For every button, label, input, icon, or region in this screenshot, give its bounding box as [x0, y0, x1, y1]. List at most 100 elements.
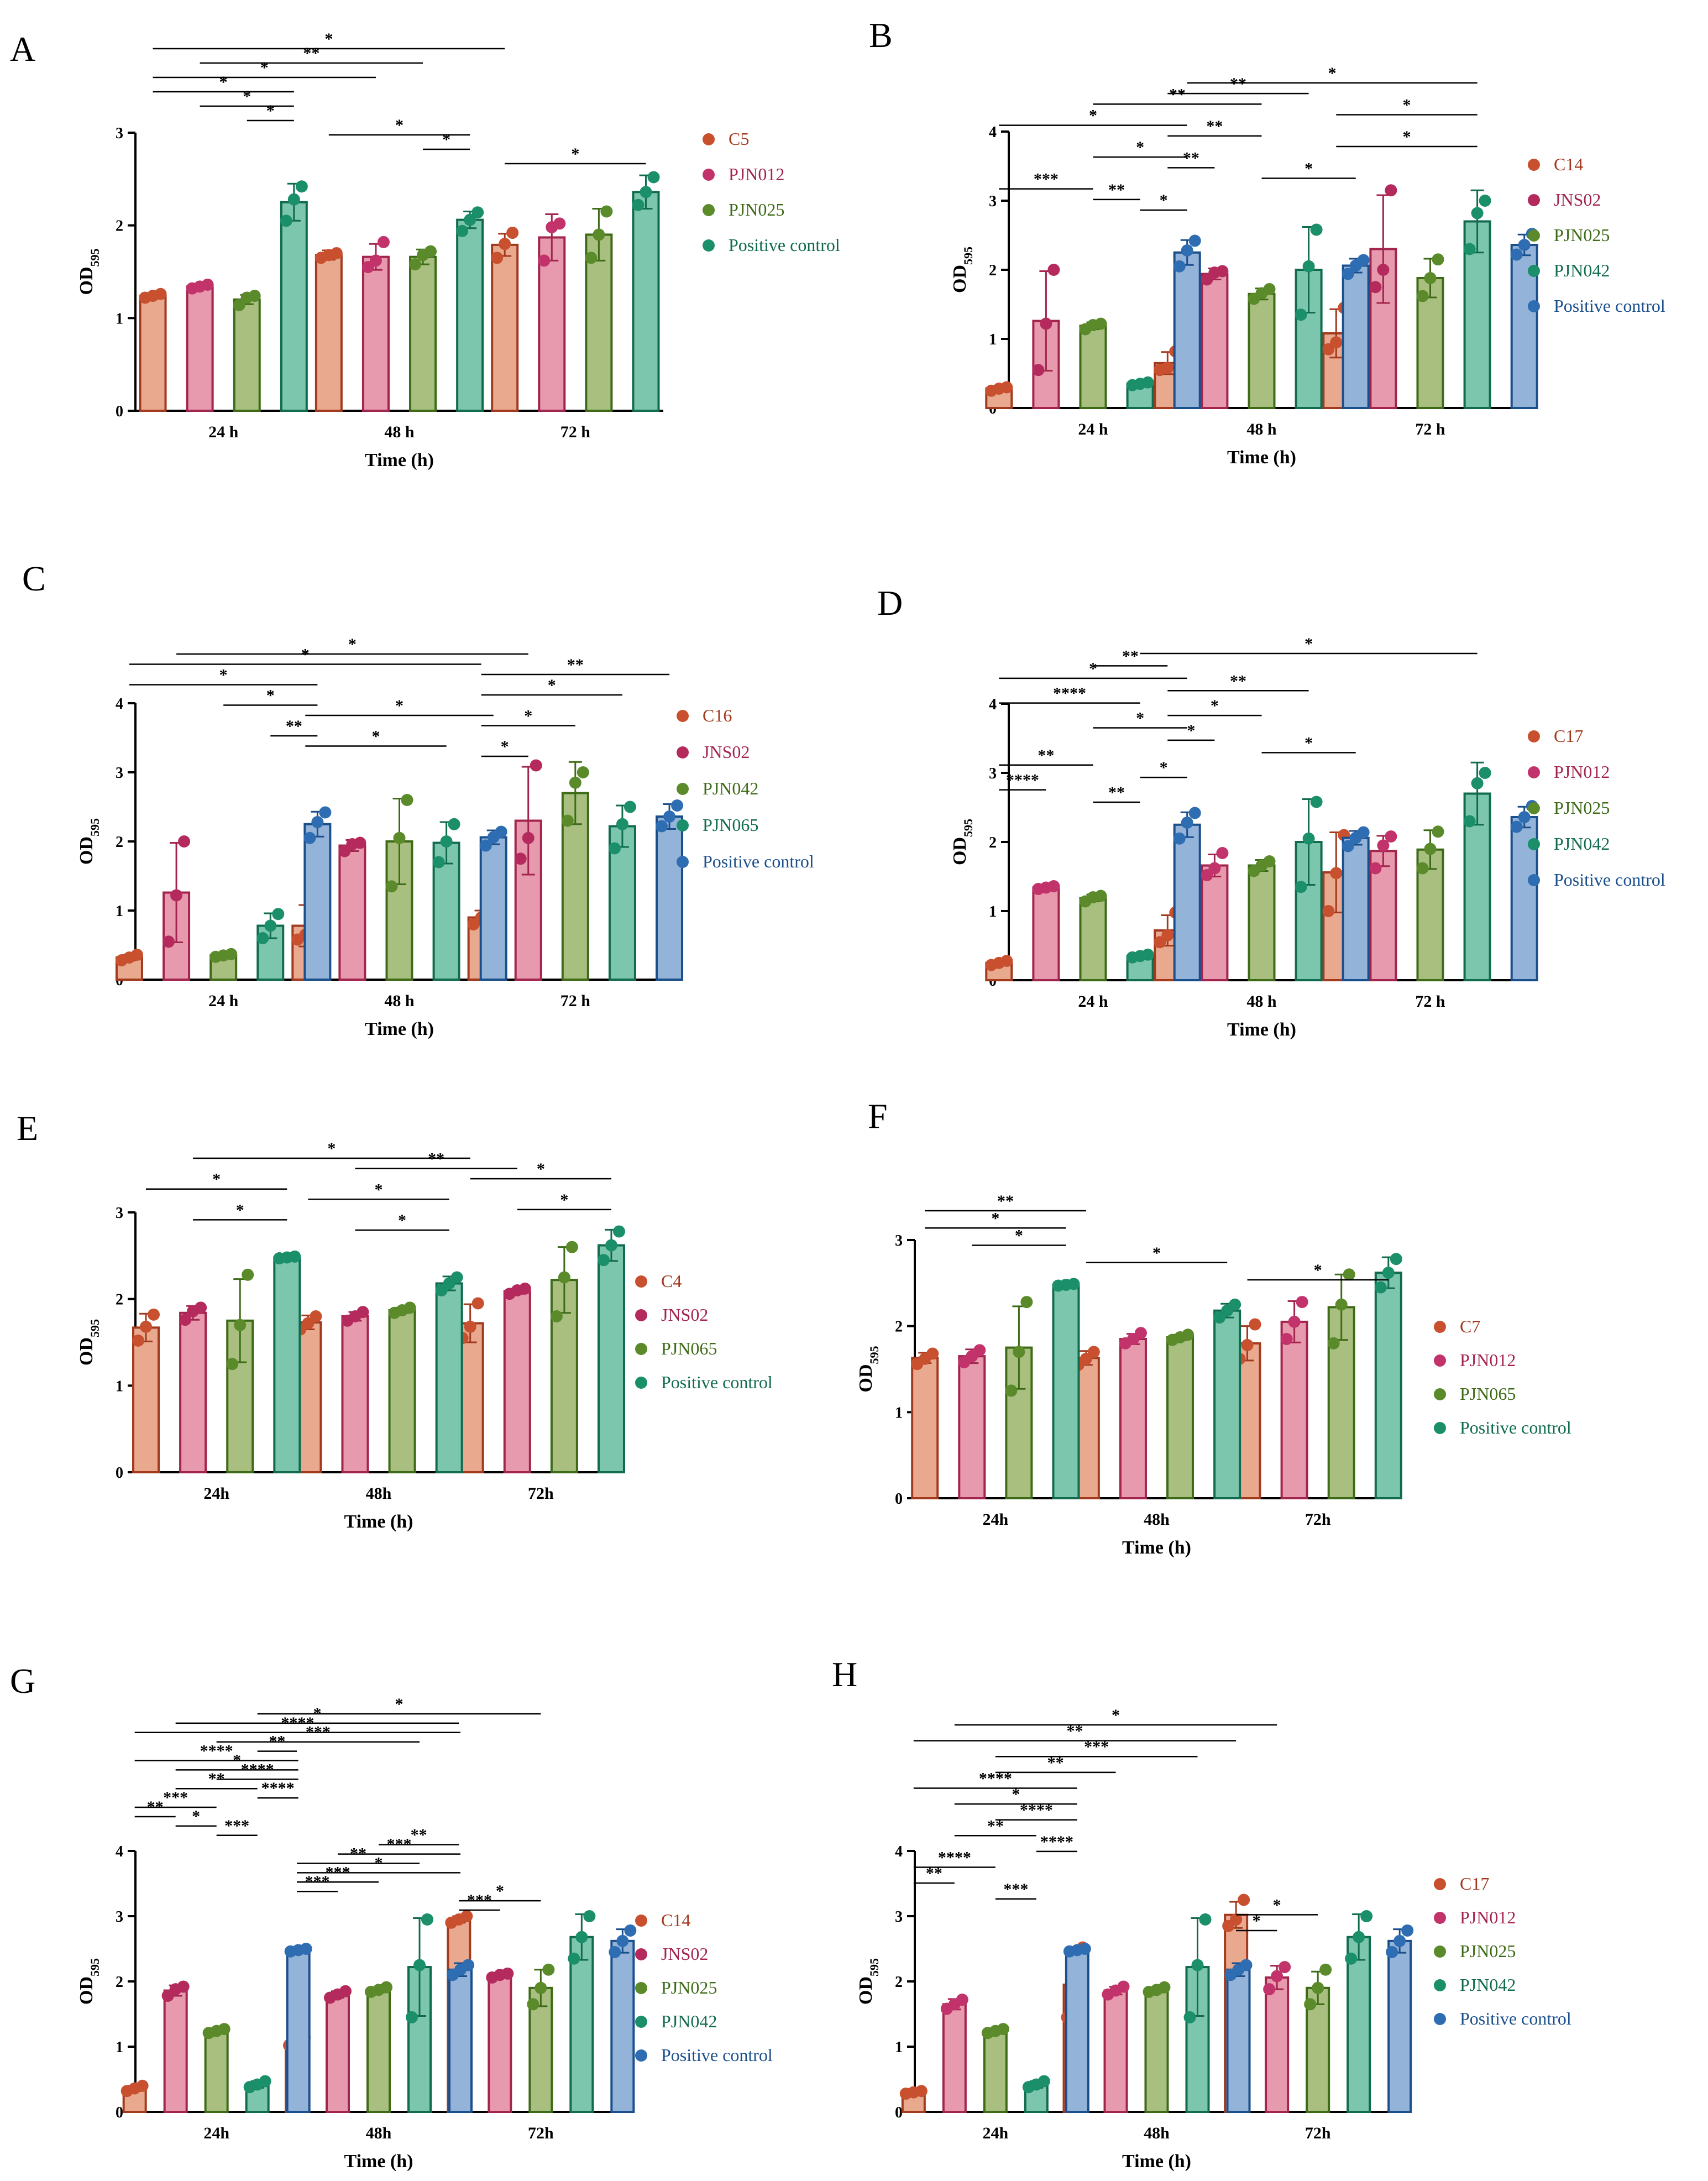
data-point: [1310, 796, 1323, 808]
data-point: [1087, 891, 1099, 903]
data-point: [1432, 825, 1444, 838]
data-point: [538, 254, 551, 267]
bar: [1103, 1989, 1128, 2114]
bar: [1342, 264, 1370, 409]
data-point: [1173, 260, 1186, 273]
data-point: [1342, 268, 1354, 280]
bar: [503, 1290, 531, 1473]
chart-panel-a: A 0 1 2 3 OD595 Time (h) 24 h 48 h 72 h C5 PJN012 PJ…: [10, 29, 840, 470]
data-point: [1295, 308, 1307, 321]
series-pjn012: [1032, 830, 1397, 981]
data-point: [1109, 1984, 1122, 1997]
y-tick-label: 1: [116, 1378, 123, 1395]
legend-label: C14: [1554, 154, 1583, 174]
data-point: [1040, 317, 1052, 330]
series-pjn012: [940, 1961, 1291, 2114]
y-axis-title-subscript: 595: [88, 818, 102, 836]
bar: [1265, 1976, 1290, 2113]
data-point: [993, 383, 1005, 395]
legend-label: PJN042: [1460, 1975, 1516, 1995]
x-tick-label: 24h: [203, 2124, 229, 2142]
data-point: [454, 1963, 467, 1976]
y-axis-title-main: OD: [856, 1976, 876, 2005]
y-tick-label: 3: [989, 193, 997, 210]
significance-label: **: [1183, 149, 1199, 167]
y-tick-label: 3: [895, 1908, 903, 1926]
bar: [273, 1256, 301, 1473]
y-axis-title-main: OD: [950, 837, 970, 865]
y-tick-label: 3: [116, 125, 123, 142]
bar: [488, 1974, 512, 2113]
y-tick-label: 2: [989, 834, 997, 851]
legend-marker: [1528, 194, 1540, 206]
data-point: [178, 835, 191, 848]
significance-label: *: [1304, 734, 1313, 752]
series-pjn025: [1079, 825, 1444, 981]
y-axis-title-subscript: 595: [88, 249, 102, 267]
y-tick-label: 4: [116, 695, 123, 713]
significance-label: **: [987, 1817, 1004, 1835]
y-tick-label: 1: [895, 2039, 903, 2056]
data-point: [256, 932, 269, 944]
y-axis-title-subscript: 595: [961, 819, 975, 837]
data-point: [1188, 807, 1201, 819]
data-point: [471, 1297, 484, 1310]
data-point: [1518, 239, 1531, 251]
chart-panel-e: E 0 1 2 3 OD595 Time (h) 24h 48h 72h C4 JNS02 PJN065…: [17, 1108, 773, 1532]
data-point: [406, 2011, 418, 2023]
legend-label: PJN065: [703, 815, 758, 835]
y-axis-title-main: OD: [950, 265, 970, 293]
data-point: [1030, 2078, 1042, 2091]
significance-label: **: [567, 656, 584, 674]
bar: [610, 1939, 635, 2114]
significance-label: *: [1015, 1227, 1023, 1245]
x-tick-label: 48 h: [384, 423, 415, 441]
y-tick-label: 1: [116, 2039, 123, 2056]
data-point: [624, 1924, 637, 1937]
data-point: [170, 889, 183, 902]
data-point: [1377, 839, 1390, 852]
data-point: [494, 1969, 506, 1981]
bar: [911, 1357, 939, 1500]
data-point: [1020, 1296, 1033, 1309]
legend-label: Positive control: [729, 235, 840, 255]
data-point: [1199, 1913, 1212, 1926]
bar: [1079, 897, 1107, 981]
data-point: [522, 831, 535, 844]
data-point: [338, 845, 351, 857]
significance-label: **: [1108, 783, 1125, 802]
data-point: [471, 206, 484, 219]
data-point: [1013, 1346, 1025, 1358]
data-point: [413, 1959, 426, 1971]
legend-label: PJN065: [1460, 1384, 1516, 1404]
legend-marker: [1434, 1979, 1446, 1991]
legend-marker: [635, 1982, 647, 1994]
y-tick-label: 3: [895, 1232, 903, 1249]
data-point: [1369, 862, 1382, 875]
data-point: [647, 171, 660, 184]
data-point: [1060, 1278, 1072, 1291]
data-point: [1312, 1981, 1324, 1994]
significance-label: **: [1047, 1754, 1064, 1772]
data-point: [1134, 378, 1146, 390]
y-tick-label: 1: [116, 310, 123, 327]
data-point: [948, 1998, 961, 2011]
x-tick-label: 24h: [982, 2124, 1008, 2142]
x-tick-label: 72 h: [560, 423, 591, 441]
legend-label: Positive control: [661, 2045, 773, 2065]
data-point: [989, 2025, 1002, 2037]
x-tick-label: 72h: [528, 1484, 554, 1503]
bar: [1387, 1939, 1412, 2114]
significance-label: **: [1230, 672, 1246, 690]
data-point: [1005, 1384, 1018, 1397]
data-point: [966, 1350, 978, 1363]
bar: [286, 1949, 311, 2114]
series-jns02: [179, 1282, 531, 1474]
data-point: [132, 1334, 145, 1347]
significance-label: **: [269, 1733, 285, 1751]
data-point: [1296, 1296, 1308, 1309]
y-tick-label: 3: [116, 765, 123, 782]
legend-label: Positive control: [1554, 870, 1665, 890]
data-point: [1479, 767, 1491, 779]
data-point: [1087, 319, 1099, 331]
